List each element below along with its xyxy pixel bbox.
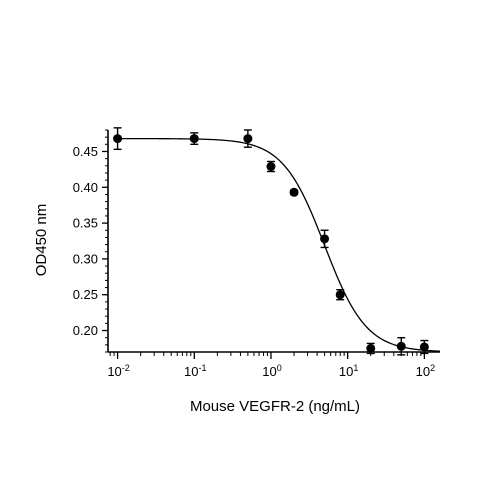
x-tick-label: 101	[339, 363, 358, 379]
data-points-group	[113, 127, 429, 356]
fit-curve	[117, 137, 441, 352]
data-point	[266, 162, 276, 172]
data-point	[419, 342, 429, 352]
y-tick-label: 0.30	[73, 251, 98, 266]
x-tick-label: 102	[416, 363, 435, 379]
y-tick-label: 0.40	[73, 180, 98, 195]
data-point	[396, 341, 406, 351]
axes: 0.20 0.25 0.30 0.35 0.40 0.45 10-2 10-1 100 101 10…	[73, 129, 440, 379]
x-tick-label: 10-2	[107, 363, 129, 379]
data-point	[243, 134, 253, 144]
data-point	[289, 187, 299, 197]
data-point	[335, 290, 345, 300]
y-tick-label: 0.20	[73, 323, 98, 338]
data-point	[320, 234, 330, 244]
y-tick-label: 0.45	[73, 144, 98, 159]
y-axis-title: OD450 nm	[33, 204, 50, 277]
y-tick-label: 0.25	[73, 287, 98, 302]
x-tick-label: 100	[262, 363, 281, 379]
data-point	[189, 134, 199, 144]
x-axis-title: Mouse VEGFR-2 (ng/mL)	[190, 398, 360, 415]
fit-curve-group	[117, 137, 441, 352]
data-point	[113, 134, 123, 144]
data-point	[366, 343, 376, 353]
x-tick-label: 10-1	[184, 363, 206, 379]
axis-labels-group: Mouse VEGFR-2 (ng/mL) OD450 nm	[33, 204, 360, 415]
y-tick-label: 0.35	[73, 216, 98, 231]
